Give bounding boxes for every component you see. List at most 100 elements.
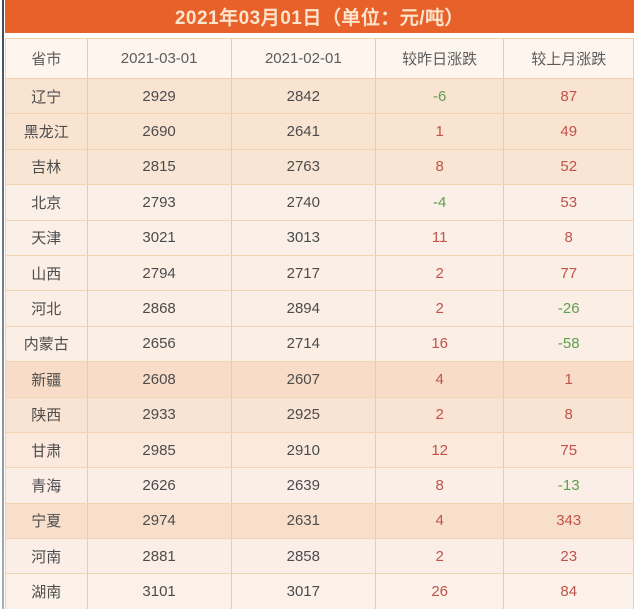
day-change-cell: 2 [376,397,505,432]
previous-price-cell: 2925 [232,397,376,432]
province-cell: 陕西 [6,397,88,432]
month-change-cell: 75 [560,441,578,459]
current-price-cell: 2656 [88,326,232,362]
current-price-cell: 2929 [88,79,232,114]
previous-price-cell: 2607 [232,362,376,397]
day-change-cell: 2 [376,291,505,326]
month-change-cell: -26 [557,300,580,318]
previous-price-cell: 2631 [232,503,376,539]
table-row: 北京 2793 2740 -4 53 [6,184,633,220]
banner-gap [5,33,634,38]
column-header-current-date: 2021-03-01 [88,39,232,78]
province-cell: 黑龙江 [6,114,88,149]
current-price-cell: 2985 [88,432,232,468]
previous-price-cell: 2858 [232,539,376,574]
table-row: 天津 3021 3013 11 8 [6,219,633,255]
title-banner: 2021年03月01日（单位：元/吨） [5,0,634,33]
previous-price-cell: 2894 [232,291,376,326]
page-title: 2021年03月01日（单位：元/吨） [174,8,465,29]
table-row: 吉林 2815 2763 8 52 [6,148,633,185]
month-change-cell: 87 [560,87,578,105]
province-cell: 新疆 [6,362,88,397]
previous-price-cell: 2842 [232,79,376,114]
day-change-cell: 11 [376,220,505,255]
month-change-cell: 8 [564,229,573,247]
province-cell: 河南 [6,539,88,574]
day-change-cell: 4 [376,503,505,539]
day-change-cell: 8 [376,149,505,185]
table-row: 河北 2868 2894 2 -26 [6,290,633,326]
previous-price-cell: 2740 [232,185,376,220]
month-change-cell: 343 [556,512,582,530]
month-change-cell: 53 [560,193,578,211]
table-row: 宁夏 2974 2631 4 343 [6,502,633,539]
table-row: 甘肃 2985 2910 12 75 [6,431,633,468]
province-cell: 青海 [6,468,88,503]
province-cell: 内蒙古 [6,326,88,362]
province-cell: 山西 [6,255,88,291]
column-header-month-change: 较上月涨跌 [531,51,607,68]
month-change-cell: 23 [560,547,578,565]
column-header-previous-date: 2021-02-01 [232,39,376,78]
previous-price-cell: 2910 [232,432,376,468]
month-change-cell: -58 [557,335,580,353]
province-cell: 北京 [6,185,88,220]
current-price-cell: 2793 [88,185,232,220]
month-change-cell: 52 [560,158,578,176]
table-row: 陕西 2933 2925 2 8 [6,396,633,432]
province-cell: 天津 [6,220,88,255]
table-row: 内蒙古 2656 2714 16 -58 [6,325,633,362]
current-price-cell: 2690 [88,114,232,149]
table-body: 辽宁 2929 2842 -6 87 黑龙江 2690 2641 1 49 吉林… [6,78,633,609]
previous-price-cell: 3013 [232,220,376,255]
table-header-row: 省市 2021-03-01 2021-02-01 较昨日涨跌 较上月涨跌 [6,38,633,78]
price-table-page: 2021年03月01日（单位：元/吨） 省市 2021-03-01 2021-0… [5,0,634,609]
screenshot-left-edge [2,0,4,609]
month-change-cell: -13 [557,476,580,494]
previous-price-cell: 3017 [232,574,376,609]
column-header-province: 省市 [6,39,88,78]
month-change-cell: 77 [560,264,578,282]
province-cell: 河北 [6,291,88,326]
province-cell: 辽宁 [6,79,88,114]
current-price-cell: 2815 [88,149,232,185]
day-change-cell: -4 [376,185,505,220]
day-change-cell: 2 [376,255,505,291]
month-change-cell: 1 [564,370,573,388]
day-change-cell: 16 [376,326,505,362]
day-change-cell: 1 [376,114,505,149]
table-row: 山西 2794 2717 2 77 [6,254,633,291]
province-cell: 湖南 [6,574,88,609]
table-row: 黑龙江 2690 2641 1 49 [6,113,633,149]
previous-price-cell: 2714 [232,326,376,362]
table-row: 河南 2881 2858 2 23 [6,538,633,574]
day-change-cell: 12 [376,432,505,468]
day-change-cell: 2 [376,539,505,574]
previous-price-cell: 2639 [232,468,376,503]
current-price-cell: 2933 [88,397,232,432]
day-change-cell: 8 [376,468,505,503]
province-cell: 甘肃 [6,432,88,468]
column-header-day-change: 较昨日涨跌 [376,39,505,78]
previous-price-cell: 2641 [232,114,376,149]
day-change-cell: -6 [376,79,505,114]
table-row: 湖南 3101 3017 26 84 [6,573,633,609]
current-price-cell: 2868 [88,291,232,326]
table-row: 新疆 2608 2607 4 1 [6,361,633,397]
current-price-cell: 3021 [88,220,232,255]
current-price-cell: 2608 [88,362,232,397]
current-price-cell: 3101 [88,574,232,609]
current-price-cell: 2974 [88,503,232,539]
month-change-cell: 49 [560,123,578,141]
current-price-cell: 2626 [88,468,232,503]
day-change-cell: 4 [376,362,505,397]
table-row: 辽宁 2929 2842 -6 87 [6,78,633,114]
table-row: 青海 2626 2639 8 -13 [6,467,633,503]
price-table: 省市 2021-03-01 2021-02-01 较昨日涨跌 较上月涨跌 辽宁 … [5,38,634,609]
month-change-cell: 8 [564,406,573,424]
province-cell: 宁夏 [6,503,88,539]
current-price-cell: 2794 [88,255,232,291]
current-price-cell: 2881 [88,539,232,574]
province-cell: 吉林 [6,149,88,185]
day-change-cell: 26 [376,574,505,609]
